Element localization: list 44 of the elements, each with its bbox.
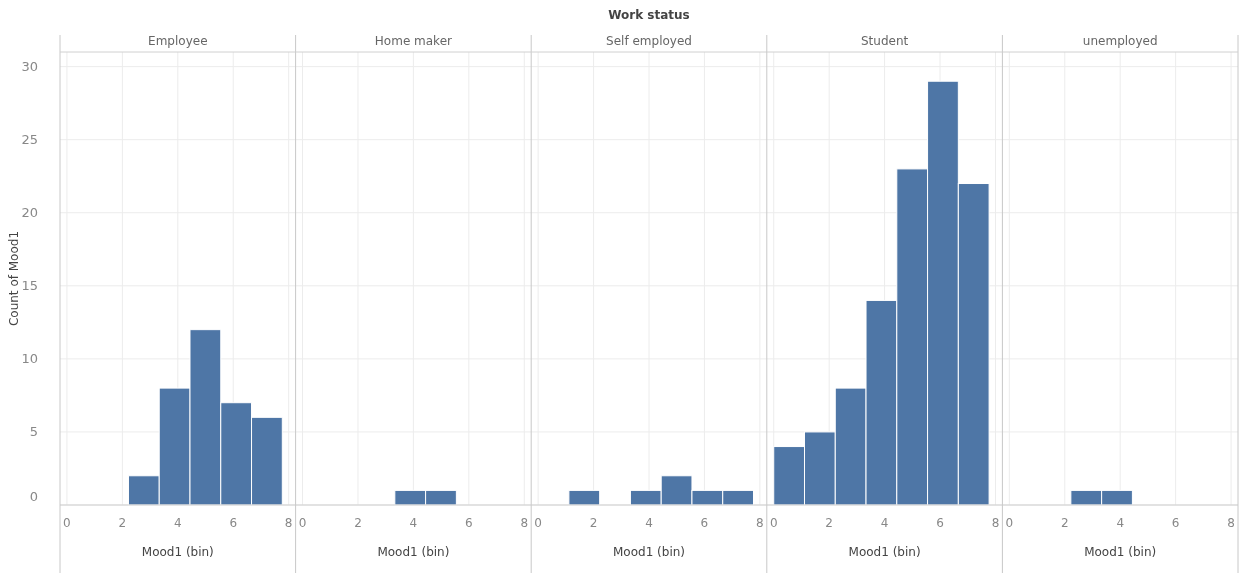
y-tick-label: 5 [29,423,38,439]
x-tick-label: 0 [63,516,71,530]
y-tick-label: 30 [21,58,38,74]
x-axis-title: Mood1 (bin) [377,545,450,559]
x-tick-label: 8 [284,516,293,530]
x-tick-label: 4 [645,516,653,530]
x-axis-title: Mood1 (bin) [1084,545,1157,559]
x-tick-label: 6 [700,516,709,530]
x-tick-label: 2 [825,516,833,530]
y-tick-label: 0 [29,489,38,504]
x-tick-label: 4 [173,516,182,530]
y-tick-label: 20 [21,204,38,220]
x-axis-title: Mood1 (bin) [848,545,921,559]
x-tick-label: 8 [756,516,764,530]
x-tick-label: 8 [1227,516,1235,530]
x-axis-title: Mood1 (bin) [612,545,686,559]
x-tick-label: 2 [118,516,127,530]
x-tick-label: 4 [409,516,418,530]
x-tick-label: 2 [1060,516,1069,530]
chart-title: Employee [148,34,208,48]
x-tick-label: 8 [991,516,1000,530]
x-axis-title: Mood1 (bin) [141,545,214,559]
x-tick-label: 6 [229,516,238,530]
text: Work status [608,8,690,22]
x-tick-label: 0 [298,516,307,530]
y-axis-title: Count of Mood1 [7,230,21,327]
x-tick-label: 0 [769,516,778,530]
x-tick-label: 6 [1171,516,1180,530]
x-tick-label: 2 [589,516,598,530]
x-tick-label: 8 [520,516,529,530]
y-tick-label: 15 [21,277,38,293]
x-tick-label: 0 [534,516,542,530]
y-tick-label: 25 [21,131,38,147]
x-tick-label: 4 [880,516,889,530]
x-tick-label: 2 [354,516,362,530]
chart-title: Student [860,34,909,48]
x-tick-label: 6 [465,516,473,530]
x-tick-label: 4 [1116,516,1125,530]
chart-title: Self employed [606,34,692,48]
chart-title: Home maker [374,34,453,48]
x-tick-label: 0 [1005,516,1014,530]
x-tick-label: 6 [936,516,944,530]
chart-title: unemployed [1082,34,1158,48]
y-tick-label: 10 [21,350,38,366]
